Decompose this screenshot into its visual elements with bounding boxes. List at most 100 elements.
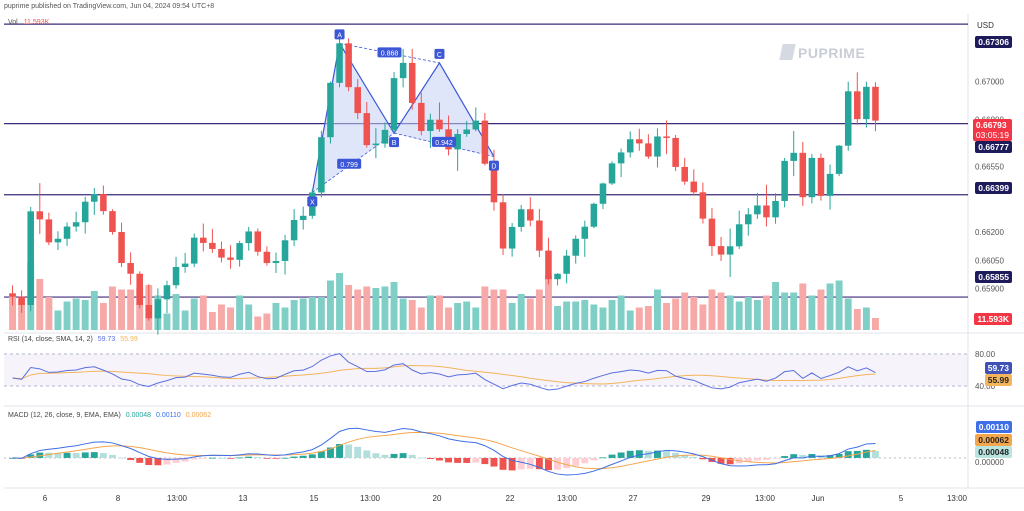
volume-bar xyxy=(708,289,716,330)
volume-bar xyxy=(599,307,607,330)
pattern-point-label-a: A xyxy=(337,32,342,39)
brand-logo-icon xyxy=(779,44,796,60)
candle-body xyxy=(699,192,707,219)
volume-bar xyxy=(753,300,761,330)
volume-last-box: 11.593K xyxy=(974,313,1012,325)
macd-histogram-bar xyxy=(299,455,307,458)
volume-legend: Vol 11.593K xyxy=(8,19,49,26)
candle-body xyxy=(372,143,380,146)
volume-bar xyxy=(36,279,44,330)
candle-body xyxy=(72,222,80,227)
candle-body xyxy=(9,293,16,297)
level-label-0: 0.67306 xyxy=(975,36,1012,48)
macd-histogram-bar xyxy=(862,449,870,458)
macd-histogram-bar xyxy=(127,457,135,461)
candle-body xyxy=(590,203,598,227)
candle-body xyxy=(118,232,125,264)
volume-bar xyxy=(554,306,561,330)
volume-bar xyxy=(308,297,316,330)
volume-bar xyxy=(463,301,471,330)
candle-body xyxy=(636,139,643,144)
volume-bar xyxy=(299,298,307,330)
candle-body xyxy=(136,273,143,305)
candle-body xyxy=(390,78,398,130)
macd-histogram-bar xyxy=(699,457,707,460)
macd-histogram-bar xyxy=(227,457,234,459)
macd-histogram-bar xyxy=(45,452,53,458)
candle-body xyxy=(145,304,153,319)
pattern-point-label-d: D xyxy=(491,164,496,171)
volume-bar xyxy=(90,291,98,330)
candle-body xyxy=(418,102,425,131)
time-axis-label: 27 xyxy=(629,494,638,503)
macd-histogram-bar xyxy=(763,457,770,460)
candle-body xyxy=(708,218,716,247)
candle-body xyxy=(817,157,825,196)
macd-histogram-bar xyxy=(254,457,262,458)
macd-histogram-bar xyxy=(490,457,498,467)
candle-body xyxy=(236,243,243,260)
macd-histogram-bar xyxy=(390,453,398,458)
brand-name: PUPRIME xyxy=(798,45,866,61)
macd-histogram-bar xyxy=(327,447,334,458)
macd-histogram-bar xyxy=(517,457,525,470)
macd-histogram-bar xyxy=(199,457,207,459)
volume-bar xyxy=(626,310,634,330)
volume-bar xyxy=(199,295,207,330)
macd-histogram-bar xyxy=(63,452,71,458)
macd-histogram-bar xyxy=(281,457,289,459)
macd-value-box: 0.00110 xyxy=(975,421,1012,433)
volume-bar xyxy=(54,310,62,330)
candle-body xyxy=(808,157,816,198)
macd-histogram-bar xyxy=(726,457,734,465)
candle-body xyxy=(617,152,625,164)
candle-body xyxy=(790,152,797,161)
macd-histogram-bar xyxy=(672,452,680,458)
candle-body xyxy=(481,120,489,164)
rsi-legend-value: 59.73 xyxy=(97,336,116,343)
pattern-point-label-c: C xyxy=(437,52,442,59)
candle-body xyxy=(717,246,725,255)
time-axis-label: 29 xyxy=(702,494,711,503)
volume-bar xyxy=(690,297,698,330)
candle-body xyxy=(399,62,407,79)
volume-bar xyxy=(581,300,589,330)
macd-histogram-bar xyxy=(354,446,362,458)
candle-body xyxy=(27,211,34,305)
macd-histogram-bar xyxy=(426,457,434,459)
macd-signal-line xyxy=(12,431,876,470)
volume-bar xyxy=(808,295,816,330)
candle-body xyxy=(654,136,661,157)
volume-bar xyxy=(345,285,353,330)
macd-histogram-bar xyxy=(508,457,516,471)
macd-histogram-bar xyxy=(236,457,244,459)
pattern-point-box-d xyxy=(488,160,499,171)
macd-histogram-bar xyxy=(581,457,589,464)
candle-body xyxy=(363,113,371,146)
volume-bar xyxy=(136,288,144,330)
volume-bar xyxy=(799,283,807,330)
volume-bar xyxy=(617,295,625,330)
candle-body xyxy=(454,134,461,150)
pattern-ratio-label: 0.799 xyxy=(340,162,358,169)
macd-histogram-bar xyxy=(572,457,580,466)
last-price: 0.66793 xyxy=(975,120,1007,130)
volume-bar xyxy=(72,298,80,330)
time-axis-label: Jun xyxy=(812,494,825,503)
macd-histogram-bar xyxy=(781,456,789,458)
candle-body xyxy=(354,87,361,114)
volume-bar xyxy=(9,294,16,330)
time-axis-label: 22 xyxy=(506,494,515,503)
candle-body xyxy=(18,296,25,305)
macd-histogram-bar xyxy=(554,457,561,470)
volume-bar xyxy=(717,292,725,330)
macd-histogram-bar xyxy=(245,456,253,458)
currency-label: USD xyxy=(977,21,994,30)
candle-body xyxy=(254,231,262,252)
volume-bar xyxy=(526,298,534,330)
macd-histogram-bar xyxy=(336,443,343,458)
volume-bar xyxy=(672,298,680,330)
volume-bar xyxy=(208,312,216,330)
macd-histogram-bar xyxy=(454,457,462,463)
